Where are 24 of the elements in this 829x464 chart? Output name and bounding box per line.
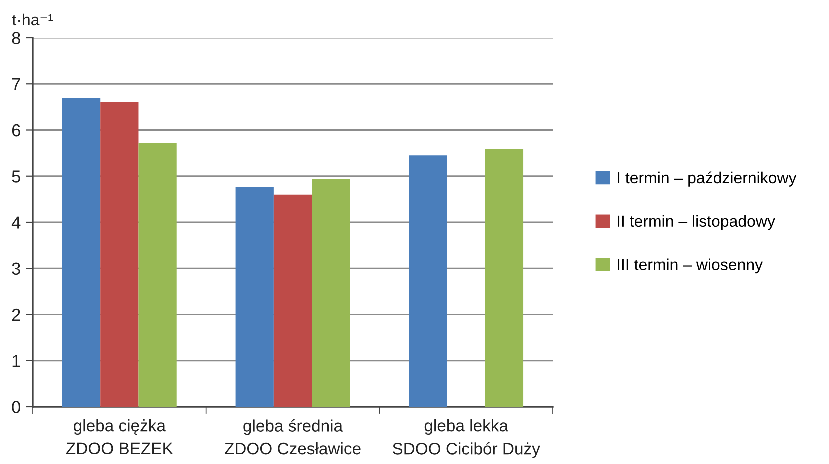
- x-tick-label: gleba ciężka ZDOO BEZEK: [66, 420, 174, 455]
- bar: [62, 98, 101, 407]
- bar: [485, 149, 524, 407]
- x-tick-label: gleba średnia ZDOO Czesławice: [225, 420, 361, 455]
- y-tick-label: 2: [12, 308, 20, 322]
- y-tick-label: 6: [12, 124, 20, 137]
- y-tick-label: 0: [12, 401, 21, 414]
- bar: [274, 194, 312, 407]
- y-tick-label: 4: [12, 216, 21, 229]
- bar: [138, 143, 177, 407]
- legend-label: II termin – listopadowy: [618, 215, 776, 230]
- legend-label: III termin – wiosenny: [618, 258, 763, 274]
- x-tick-label: gleba lekka SDOO Cicibór Duży: [393, 420, 540, 458]
- y-axis-title: t·ha⁻¹: [12, 14, 54, 26]
- y-tick-label: 5: [12, 170, 20, 183]
- bar: [100, 102, 139, 407]
- y-tick-label: 1: [12, 355, 20, 368]
- y-tick-label: 3: [12, 262, 20, 276]
- bar: [312, 179, 350, 407]
- bar: [236, 186, 274, 407]
- y-tick-label: 8: [12, 32, 20, 44]
- bar: [409, 156, 448, 407]
- legend-label: I termin – październikowy: [618, 172, 797, 187]
- y-tick-label: 7: [12, 78, 20, 90]
